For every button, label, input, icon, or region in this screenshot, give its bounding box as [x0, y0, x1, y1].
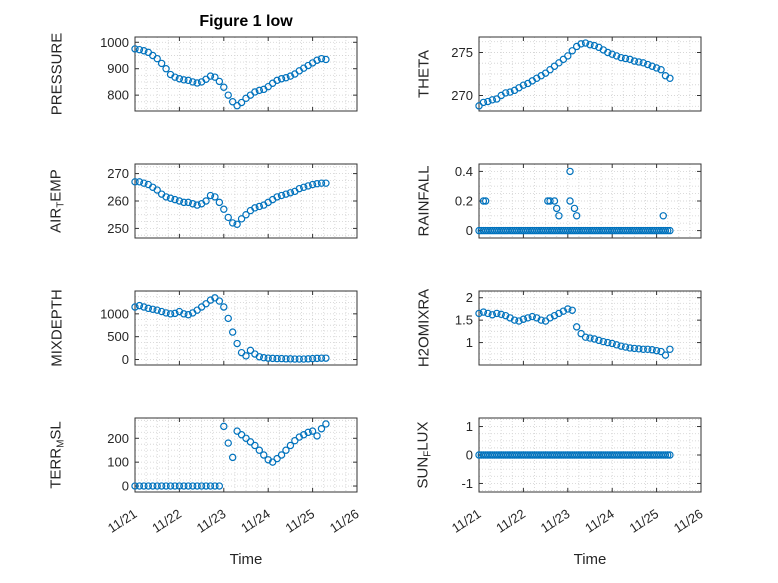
- y-tick-label: 900: [107, 61, 129, 76]
- x-tick-label: 11/25: [627, 506, 662, 536]
- x-tick-label: 11/24: [238, 506, 273, 536]
- y-tick-label: 270: [107, 166, 129, 181]
- y-tick-label: 1.5: [455, 313, 473, 328]
- x-tick-label: 11/26: [671, 506, 706, 536]
- x-tick-label: 11/24: [582, 506, 617, 536]
- y-tick-label: 500: [107, 329, 129, 344]
- x-tick-label: 11/21: [105, 506, 140, 536]
- chart-air-temp: 250 260 270: [107, 163, 358, 239]
- y-tick-label: 1: [466, 335, 473, 350]
- y-tick-label: 2: [466, 290, 473, 305]
- y-tick-label: 0.4: [455, 164, 473, 179]
- x-tick-label: 11/26: [327, 506, 362, 536]
- x-tick-label: 11/23: [194, 506, 229, 536]
- xlabel-right: Time: [573, 551, 607, 568]
- y-tick-label: 275: [451, 45, 473, 60]
- ylabel-pressure: PRESSURE: [48, 32, 66, 116]
- ylabel-sun-flux: SUNFLUX: [414, 421, 434, 489]
- y-tick-label: 0: [122, 479, 129, 494]
- figure-title: Figure 1 low: [199, 13, 293, 30]
- y-tick-label: 270: [451, 88, 473, 103]
- chart-h2omixra: 11.52: [455, 290, 702, 366]
- y-tick-label: 800: [107, 88, 129, 103]
- y-tick-label: 1000: [100, 306, 129, 321]
- chart-rainfall: 0 0.2 0.4: [455, 163, 702, 239]
- ylabel-h2omixra: H2OMIXRA: [415, 288, 433, 368]
- y-tick-label: 200: [107, 431, 129, 446]
- x-tick-label: 11/22: [493, 506, 528, 536]
- y-tick-label: 260: [107, 194, 129, 209]
- x-tick-label: 11/22: [149, 506, 184, 536]
- y-tick-label: 0: [466, 448, 473, 463]
- chart-theta: 270 275: [451, 36, 702, 112]
- chart-mixdepth: 0 500 1000: [100, 290, 358, 367]
- x-tick-label: 11/23: [538, 506, 573, 536]
- ylabel-mixdepth: MIXDEPTH: [48, 289, 66, 367]
- chart-sun-flux: 11/21 11/22 11/23 11/24 11/25 11/26 -1 0 1: [449, 417, 706, 536]
- x-tick-label: 11/21: [449, 506, 484, 536]
- ylabel-theta: THETA: [415, 49, 433, 99]
- y-tick-label: 0: [466, 223, 473, 238]
- ylabel-air-temp: AIRTEMP: [47, 169, 67, 233]
- chart-pressure: 800 900 1000: [100, 35, 358, 112]
- ylabel-rainfall: RAINFALL: [415, 165, 433, 237]
- xlabel-left: Time: [229, 551, 263, 568]
- y-tick-label: 1: [466, 419, 473, 434]
- x-tick-label: 11/25: [283, 506, 318, 536]
- chart-terr-msl: 11/21 11/22 11/23 11/24 11/25 11/26 0 100 200: [105, 417, 362, 536]
- y-tick-label: 0: [122, 352, 129, 367]
- ylabel-terr-msl: TERRMSL: [47, 421, 67, 489]
- y-tick-label: -1: [461, 476, 473, 491]
- y-tick-label: 0.2: [455, 194, 473, 209]
- y-tick-label: 100: [107, 455, 129, 470]
- y-tick-label: 250: [107, 221, 129, 236]
- y-tick-label: 1000: [100, 35, 129, 50]
